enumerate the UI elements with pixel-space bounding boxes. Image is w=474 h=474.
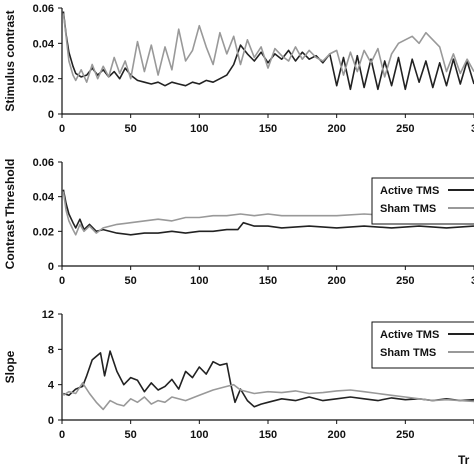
y-tick-label: 0 <box>48 109 54 121</box>
series-line-sham-tms <box>62 382 474 411</box>
x-tick-label: 3 <box>471 123 474 135</box>
chart-panel-3: 0 4 8 12 0 50 100 150 200 250 Slope Tr Active TMS Sha… <box>3 309 474 467</box>
y-tick-label: 12 <box>42 309 54 321</box>
x-tick-label: 0 <box>59 275 65 287</box>
x-tick-label: 250 <box>396 123 414 135</box>
y-tick-label: 8 <box>48 344 54 356</box>
legend: Active TMS Sham TMS <box>371 177 474 225</box>
x-tick-label: 100 <box>190 275 208 287</box>
y-tick-label: 0.02 <box>33 226 54 238</box>
series-line-gray <box>62 13 474 83</box>
chart-panel-2: 0 0.02 0.04 0.06 0 50 100 150 200 250 3 Contrast Th… <box>3 157 474 287</box>
y-axis-title: Contrast Threshold <box>3 159 17 270</box>
chart-panel-1: 0 0.02 0.04 0.06 0 50 100 150 200 250 3 Stimulus co… <box>3 3 474 135</box>
x-tick-label: 0 <box>59 123 65 135</box>
x-axis-title: Tr <box>458 453 470 467</box>
x-tick-label: 200 <box>327 123 345 135</box>
y-tick-label: 0.04 <box>33 38 55 50</box>
series-line-sham-tms <box>62 191 474 236</box>
legend-label: Sham TMS <box>380 203 436 215</box>
x-tick-label: 150 <box>259 123 277 135</box>
y-tick-label: 0.06 <box>33 157 54 169</box>
x-tick-label: 150 <box>259 275 277 287</box>
x-tick-label: 250 <box>396 275 414 287</box>
series-line-active-tms <box>62 189 474 236</box>
y-axis-title: Slope <box>3 350 17 383</box>
legend-box <box>371 321 474 369</box>
legend-label: Active TMS <box>380 185 439 197</box>
x-tick-label: 250 <box>396 429 414 441</box>
y-tick-label: 0 <box>48 415 54 427</box>
x-tick-label: 100 <box>190 429 208 441</box>
x-tick-label: 200 <box>327 275 345 287</box>
y-tick-label: 4 <box>48 380 55 392</box>
x-tick-label: 50 <box>125 123 137 135</box>
x-tick-label: 50 <box>125 275 137 287</box>
legend-label: Sham TMS <box>380 347 436 359</box>
legend-label: Active TMS <box>380 329 439 341</box>
series-line-active-tms <box>63 350 474 408</box>
x-tick-label: 0 <box>59 429 65 441</box>
x-tick-label: 150 <box>259 429 277 441</box>
y-axis-title: Stimulus contrast <box>3 10 17 111</box>
x-tick-label: 200 <box>327 429 345 441</box>
y-tick-label: 0.06 <box>33 3 54 15</box>
legend-box <box>371 177 474 225</box>
y-tick-label: 0 <box>48 261 54 273</box>
x-tick-label: 3 <box>471 275 474 287</box>
x-tick-label: 50 <box>125 429 137 441</box>
series-line-dark <box>62 11 474 91</box>
y-tick-label: 0.02 <box>33 74 54 86</box>
x-tick-label: 100 <box>190 123 208 135</box>
y-tick-label: 0.04 <box>33 192 55 204</box>
legend: Active TMS Sham TMS <box>371 321 474 369</box>
